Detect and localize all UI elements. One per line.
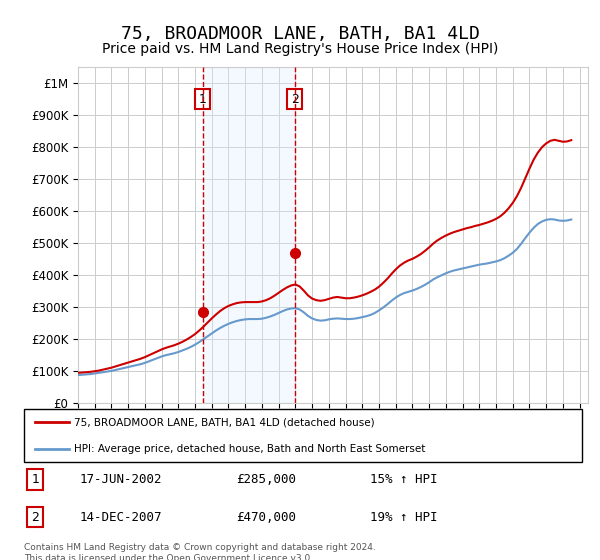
Text: £470,000: £470,000: [236, 511, 296, 524]
Text: 1: 1: [199, 93, 206, 106]
FancyBboxPatch shape: [24, 409, 582, 462]
Text: 2: 2: [31, 511, 39, 524]
Text: 1: 1: [31, 473, 39, 486]
Text: 2: 2: [291, 93, 299, 106]
Text: 75, BROADMOOR LANE, BATH, BA1 4LD: 75, BROADMOOR LANE, BATH, BA1 4LD: [121, 25, 479, 43]
Text: 75, BROADMOOR LANE, BATH, BA1 4LD (detached house): 75, BROADMOOR LANE, BATH, BA1 4LD (detac…: [74, 417, 375, 427]
Text: 19% ↑ HPI: 19% ↑ HPI: [370, 511, 437, 524]
Text: 15% ↑ HPI: 15% ↑ HPI: [370, 473, 437, 486]
Text: £285,000: £285,000: [236, 473, 296, 486]
Text: 14-DEC-2007: 14-DEC-2007: [80, 511, 162, 524]
Bar: [203, 67, 295, 403]
Text: HPI: Average price, detached house, Bath and North East Somerset: HPI: Average price, detached house, Bath…: [74, 444, 425, 454]
Text: 17-JUN-2002: 17-JUN-2002: [80, 473, 162, 486]
Text: Contains HM Land Registry data © Crown copyright and database right 2024.
This d: Contains HM Land Registry data © Crown c…: [24, 543, 376, 560]
Text: Price paid vs. HM Land Registry's House Price Index (HPI): Price paid vs. HM Land Registry's House …: [102, 42, 498, 56]
